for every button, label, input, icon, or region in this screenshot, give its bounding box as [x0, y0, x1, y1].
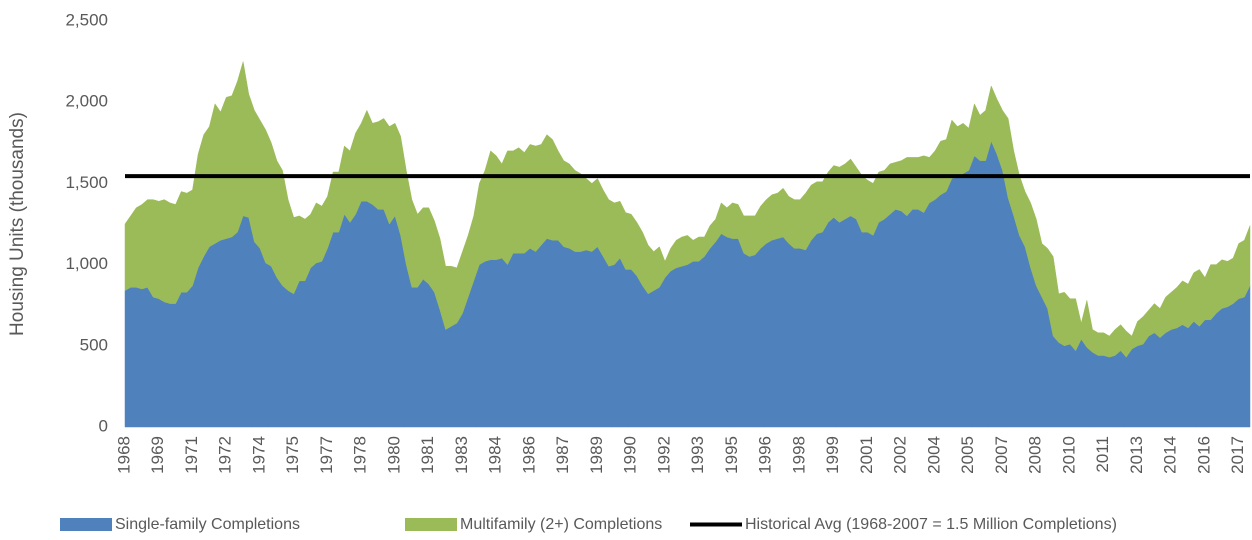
x-tick-label: 1968	[114, 436, 133, 474]
y-tick-label: 1,000	[65, 254, 108, 273]
area	[124, 61, 1251, 358]
y-axis-title: Housing Units (thousands)	[7, 112, 28, 336]
x-tick-label: 2004	[924, 436, 943, 474]
x-tick-label: 1990	[621, 436, 640, 474]
legend-label: Multifamily (2+) Completions	[460, 516, 662, 533]
x-tick-label: 2014	[1161, 436, 1180, 474]
x-tick-label: 2001	[857, 436, 876, 474]
x-tick-label: 2013	[1127, 436, 1146, 474]
x-tick-label: 1980	[384, 436, 403, 474]
x-tick-label: 1977	[317, 436, 336, 474]
x-tick-label: 1996	[756, 436, 775, 474]
x-tick-label: 1974	[249, 436, 268, 474]
y-tick-label: 2,000	[65, 92, 108, 111]
legend-swatch	[60, 518, 112, 531]
x-tick-label: 2011	[1093, 436, 1112, 473]
y-tick-label: 0	[99, 416, 108, 435]
x-tick-label: 1984	[486, 436, 505, 474]
x-tick-label: 1983	[452, 436, 471, 474]
legend-swatch	[405, 518, 457, 531]
x-tick-label: 1999	[823, 436, 842, 474]
y-tick-label: 500	[80, 335, 108, 354]
legend-label: Single-family Completions	[115, 516, 300, 533]
x-tick-label: 1981	[418, 436, 437, 474]
x-tick-label: 1998	[789, 436, 808, 474]
x-tick-label: 1995	[722, 436, 741, 474]
x-tick-label: 2008	[1026, 436, 1045, 474]
x-tick-label: 2017	[1228, 436, 1247, 474]
x-tick-label: 1986	[519, 436, 538, 474]
x-tick-label: 1972	[216, 436, 235, 474]
x-tick-label: 1989	[587, 436, 606, 474]
x-tick-label: 1969	[148, 436, 167, 474]
x-tick-label: 1971	[182, 436, 201, 474]
x-tick-label: 1978	[351, 436, 370, 474]
x-tick-label: 1975	[283, 436, 302, 474]
x-tick-label: 2016	[1194, 436, 1213, 474]
x-tick-label: 1993	[688, 436, 707, 474]
legend-label: Historical Avg (1968-2007 = 1.5 Million …	[745, 516, 1117, 533]
x-tick-label: 2007	[992, 436, 1011, 474]
y-tick-label: 2,500	[65, 10, 108, 29]
x-tick-label: 2002	[891, 436, 910, 474]
y-tick-label: 1,500	[65, 173, 108, 192]
x-tick-label: 2005	[958, 436, 977, 474]
x-tick-label: 2010	[1059, 436, 1078, 474]
x-tick-label: 1992	[654, 436, 673, 474]
x-tick-label: 1987	[553, 436, 572, 474]
